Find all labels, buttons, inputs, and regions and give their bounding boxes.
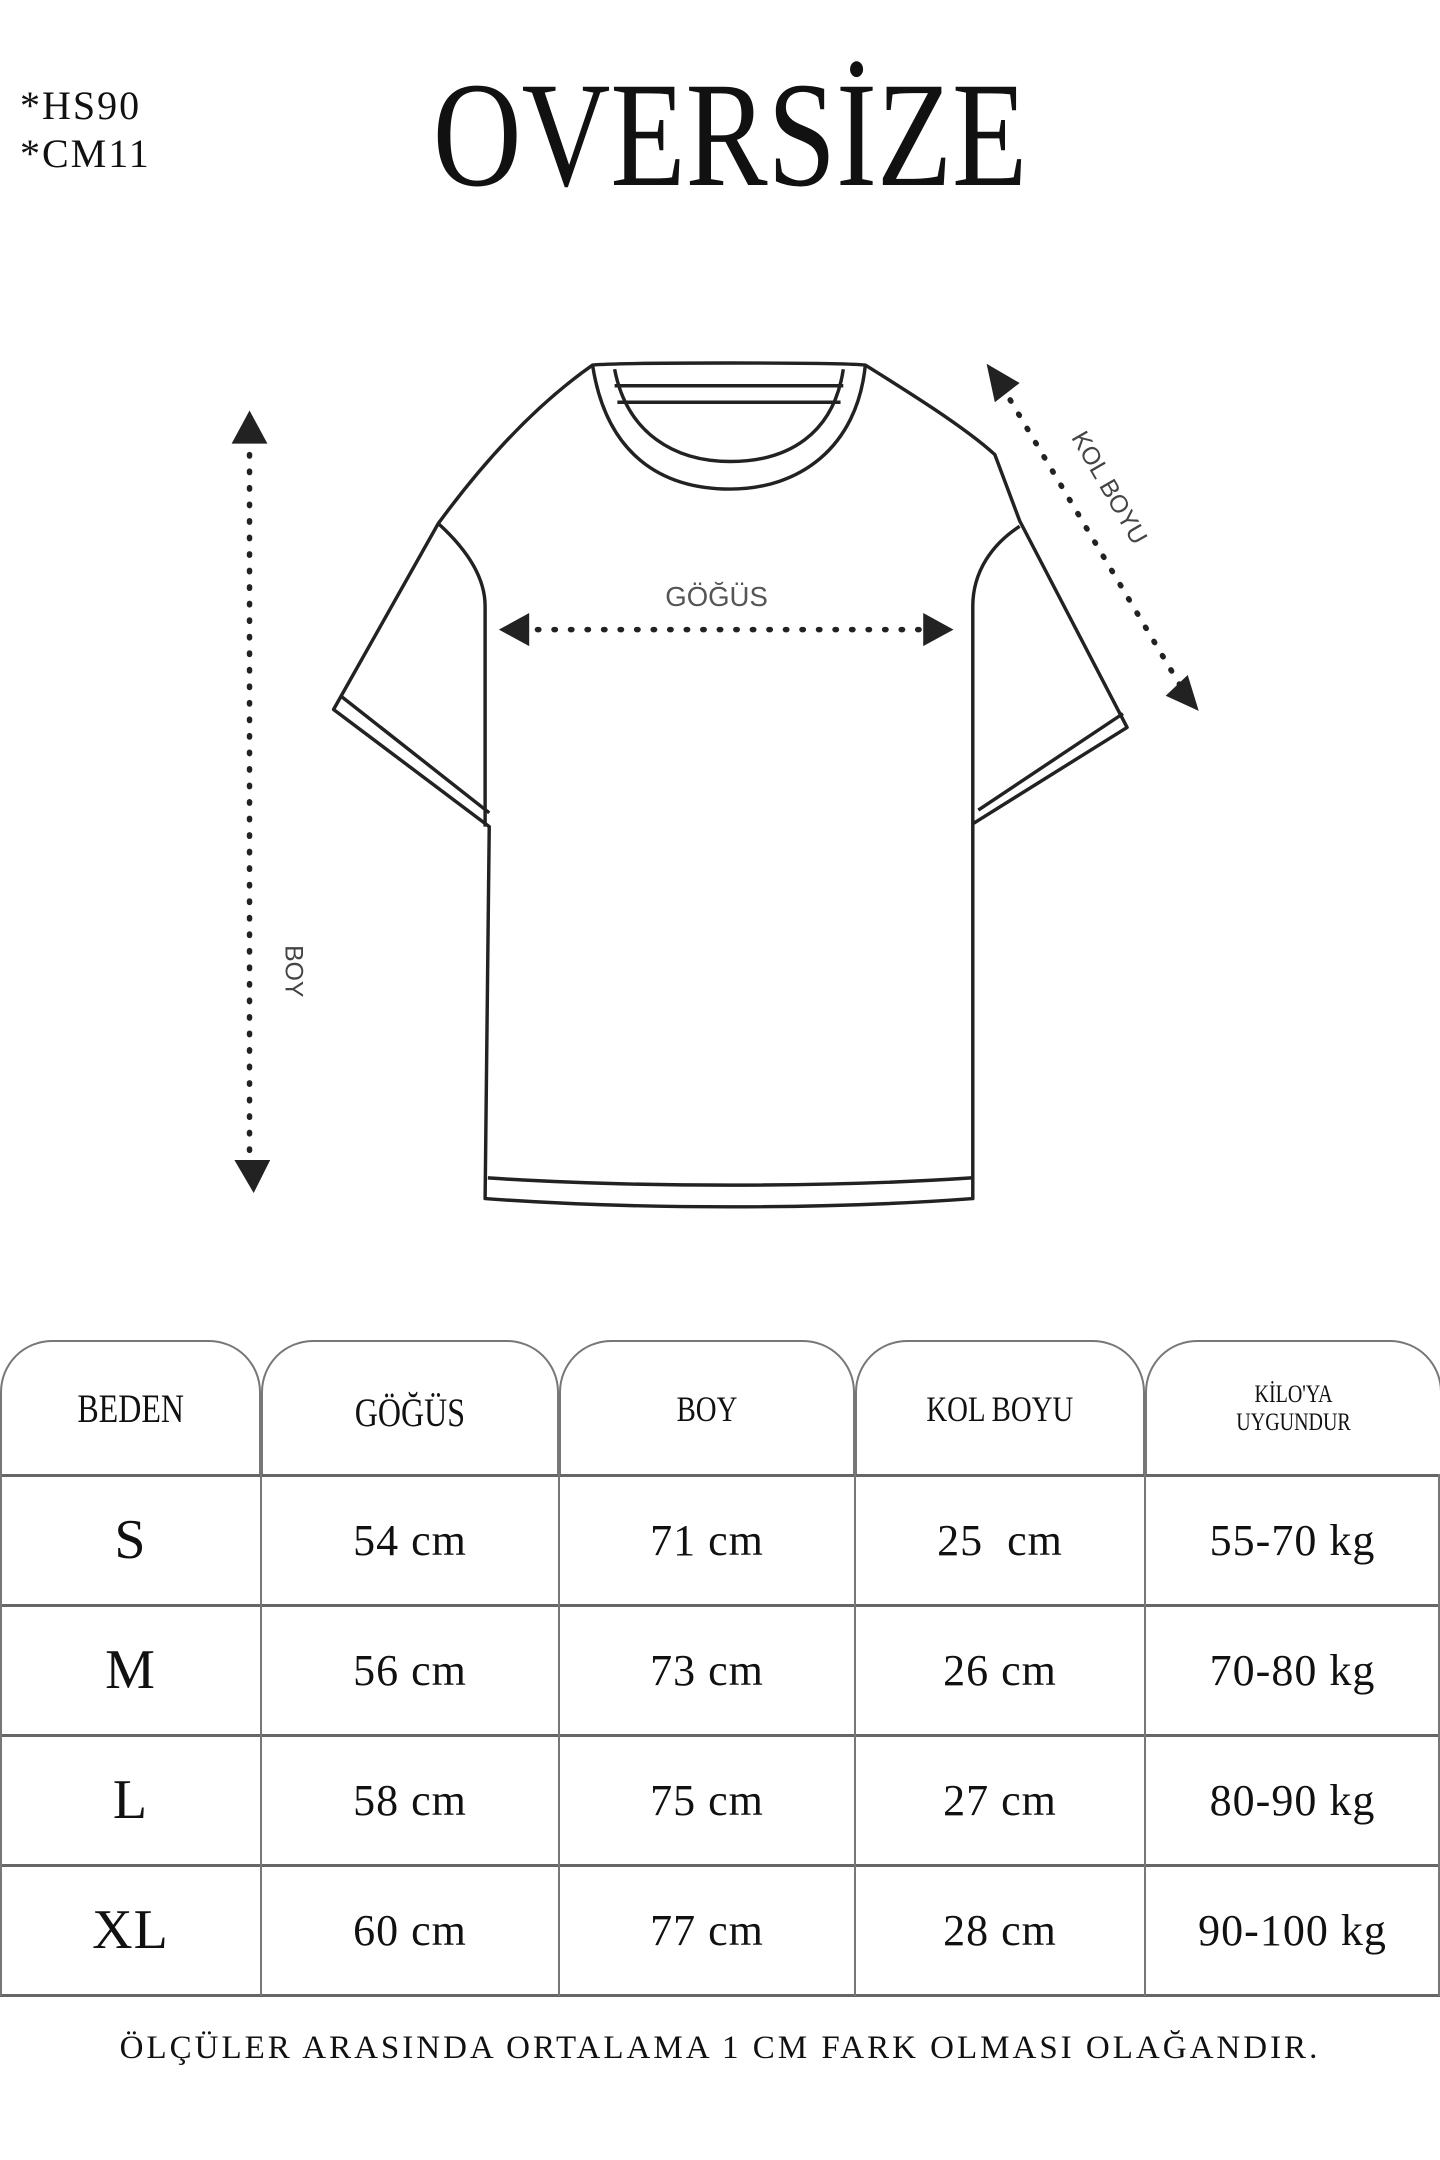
header-line: UYGUNDUR [1236,1408,1351,1436]
header-length: BOY [559,1340,855,1475]
header-label: KOL BOYU [926,1388,1074,1429]
page-title: OVERSİZE [432,52,1028,218]
cell-chest: 54 cm [353,1515,467,1565]
cell-size: L [112,1769,149,1831]
cell-weight: 90-100 kg [1198,1905,1387,1955]
cell-sleeve: 28 cm [943,1905,1057,1955]
cell-size: M [105,1639,156,1701]
header-label: BEDEN [77,1386,184,1431]
length-label: BOY [279,945,306,997]
product-code: *HS90 [20,83,142,128]
cell-sleeve: 26 cm [943,1645,1057,1695]
cell-weight: 55-70 kg [1209,1515,1376,1565]
cell-sleeve: 25 cm [937,1515,1063,1565]
cell-size: XL [92,1899,169,1961]
cell-weight: 70-80 kg [1209,1645,1376,1695]
cell-length: 77 cm [650,1905,764,1955]
footer-note: ÖLÇÜLER ARASINDA ORTALAMA 1 CM FARK OLMA… [119,2030,1321,2066]
header-weight: KİLO'YA UYGUNDUR [1145,1340,1440,1475]
header-line: KİLO'YA [1254,1380,1333,1408]
cell-chest: 60 cm [353,1905,467,1955]
cell-size: S [114,1509,147,1571]
header-size: BEDEN [0,1340,261,1475]
cell-chest: 56 cm [353,1645,467,1695]
cell-sleeve: 27 cm [943,1775,1057,1825]
header-label: GÖĞÜS [354,1390,466,1435]
cell-length: 71 cm [650,1515,764,1565]
header-chest: GÖĞÜS [261,1340,559,1475]
sleeve-label: KOL BOYU [1066,427,1152,549]
cell-weight: 80-90 kg [1209,1775,1376,1825]
product-code: *CM11 [20,131,151,176]
size-table: BEDEN GÖĞÜS BOY KOL BOYU KİLO'YA UYGUNDUR… [0,1340,1440,1997]
tshirt-outline [331,361,1129,1209]
header-label: KİLO'YA UYGUNDUR [1236,1381,1350,1437]
cell-length: 75 cm [650,1775,764,1825]
tshirt-diagram: GÖĞÜS BOY KOL BOYU [231,361,1199,1209]
header-sleeve: KOL BOYU [855,1340,1145,1475]
chest-label: GÖĞÜS [665,581,768,612]
cell-chest: 58 cm [353,1775,467,1825]
cell-length: 73 cm [650,1645,764,1695]
header-label: BOY [676,1388,738,1429]
product-codes: *HS90 *CM11 [20,82,151,178]
